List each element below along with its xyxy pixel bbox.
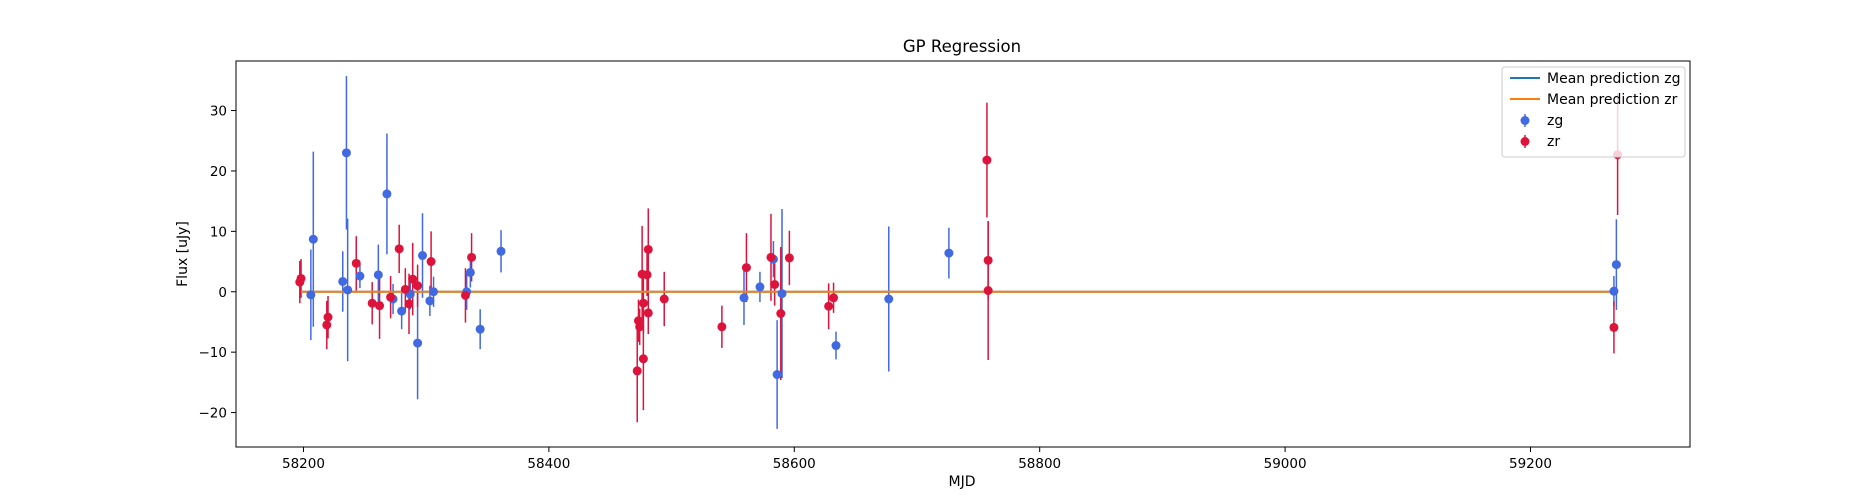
point-zr-8 [394, 244, 404, 254]
point-zg-2 [338, 276, 348, 286]
chart-title: GP Regression [903, 37, 1021, 56]
x-tick-label-0: 58200 [282, 456, 325, 472]
point-zr-23 [643, 244, 653, 254]
legend-label-zg: zg [1547, 113, 1563, 129]
point-zr-26 [717, 322, 727, 332]
point-zr-4 [351, 258, 361, 268]
point-zg-3 [341, 148, 351, 158]
point-zr-1 [296, 273, 306, 283]
legend: Mean prediction zg Mean prediction zr zg… [1501, 66, 1686, 158]
point-zr-7 [386, 292, 396, 302]
point-zr-22 [642, 270, 652, 280]
point-zg-19 [739, 293, 749, 303]
point-zg-20 [755, 282, 765, 292]
y-tick-label-4: 20 [210, 164, 227, 180]
point-zr-21 [638, 298, 648, 308]
point-zr-28 [766, 252, 776, 262]
point-zr-36 [983, 286, 993, 296]
x-tick-label-2: 58600 [773, 456, 816, 472]
point-zg-28 [1611, 260, 1621, 270]
point-zr-12 [413, 281, 423, 291]
point-zr-20 [638, 354, 648, 364]
x-tick-label-3: 58800 [1018, 456, 1061, 472]
legend-marker-zr [1520, 137, 1530, 146]
point-zr-37 [1609, 322, 1619, 332]
point-zr-29 [770, 280, 780, 290]
y-tick-label-5: 30 [210, 104, 227, 120]
point-zg-4 [343, 285, 353, 295]
x-axis-ticks: 58200 58400 58600 58800 59000 59200 [282, 447, 1552, 472]
point-zr-33 [829, 293, 839, 303]
legend-label-zr: zr [1547, 134, 1560, 150]
point-zr-15 [467, 252, 477, 262]
point-zr-34 [982, 155, 992, 165]
point-zg-9 [397, 306, 407, 316]
legend-label-mean-zr: Mean prediction zr [1547, 92, 1678, 108]
y-tick-label-0: −20 [199, 406, 228, 422]
point-zg-18 [496, 246, 506, 256]
point-zr-13 [426, 257, 436, 267]
point-zg-25 [884, 294, 894, 304]
y-axis-label: Flux [uJy] [175, 221, 191, 287]
points-layer [295, 148, 1623, 380]
y-tick-label-3: 10 [210, 224, 227, 240]
y-tick-label-1: −10 [199, 345, 228, 361]
point-zg-22 [772, 370, 782, 380]
point-zr-25 [659, 294, 669, 304]
point-zg-26 [944, 248, 954, 258]
point-zr-11 [408, 274, 418, 284]
point-zr-32 [824, 301, 834, 311]
point-zr-14 [460, 290, 470, 300]
point-zr-9 [400, 284, 410, 294]
legend-marker-zg [1520, 116, 1530, 125]
x-tick-label-5: 59200 [1509, 456, 1552, 472]
x-axis-label: MJD [949, 474, 976, 490]
point-zg-12 [418, 251, 428, 261]
point-zr-18 [635, 322, 645, 332]
point-zg-0 [306, 290, 316, 300]
legend-box [1501, 66, 1686, 158]
x-tick-label-1: 58400 [527, 456, 570, 472]
y-tick-label-2: 0 [218, 285, 227, 301]
point-zr-27 [741, 263, 751, 273]
point-zg-23 [777, 289, 787, 299]
point-zg-1 [308, 234, 318, 244]
point-zg-7 [382, 189, 392, 199]
point-zg-6 [373, 270, 383, 280]
point-zg-13 [425, 296, 435, 306]
point-zr-31 [784, 253, 794, 263]
point-zr-10 [404, 299, 414, 309]
point-zg-16 [465, 267, 475, 277]
point-zr-3 [323, 312, 333, 322]
point-zg-17 [475, 324, 485, 334]
point-zr-2 [322, 320, 332, 330]
point-zr-24 [643, 308, 653, 318]
point-zr-35 [983, 255, 993, 265]
x-tick-label-4: 59000 [1264, 456, 1307, 472]
legend-label-mean-zg: Mean prediction zg [1547, 71, 1681, 87]
point-zr-6 [375, 301, 385, 311]
point-zg-5 [355, 271, 365, 281]
point-zr-5 [367, 298, 377, 308]
point-zg-11 [413, 338, 423, 348]
point-zg-24 [831, 341, 841, 351]
point-zr-16 [632, 366, 642, 376]
point-zg-14 [429, 287, 439, 297]
point-zr-30 [776, 309, 786, 319]
plot-frame [235, 60, 1691, 448]
y-axis-ticks: −20 −10 0 10 20 30 [199, 104, 236, 422]
point-zg-27 [1609, 286, 1619, 296]
